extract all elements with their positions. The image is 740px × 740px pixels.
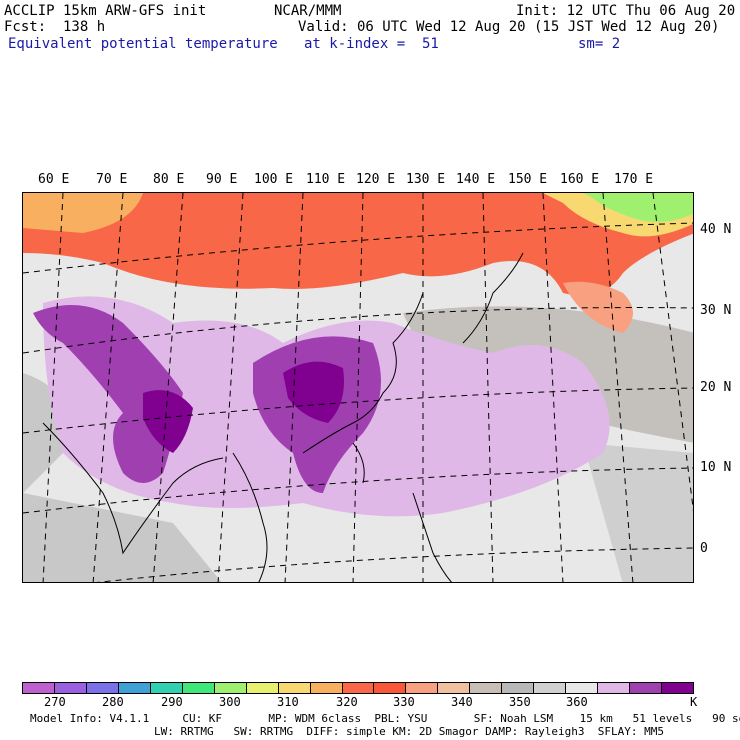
longitude-label: 120 E xyxy=(356,172,396,187)
colorbar-swatch xyxy=(86,683,119,693)
colorbar-swatch xyxy=(662,683,694,693)
colorbar xyxy=(22,682,694,694)
colorbar-swatch xyxy=(470,683,503,693)
map-panel xyxy=(22,192,694,583)
longitude-label: 150 E xyxy=(508,172,548,187)
longitude-label: 160 E xyxy=(560,172,600,187)
colorbar-swatch xyxy=(534,683,567,693)
colorbar-swatch xyxy=(54,683,87,693)
colorbar-swatch xyxy=(566,683,599,693)
latitude-label: 30 N xyxy=(700,303,732,318)
colorbar-unit: K xyxy=(690,695,698,709)
colorbar-swatch xyxy=(406,683,439,693)
longitude-label: 130 E xyxy=(406,172,446,187)
init-time: Init: 12 UTC Thu 06 Aug 20 xyxy=(516,3,736,19)
longitude-label: 90 E xyxy=(206,172,238,187)
colorbar-swatch xyxy=(374,683,407,693)
longitude-label: 170 E xyxy=(614,172,654,187)
forecast-hour: Fcst: 138 h xyxy=(4,19,106,35)
colorbar-swatch xyxy=(598,683,631,693)
deep-purple-india xyxy=(143,390,193,453)
field-name: Equivalent potential temperature xyxy=(8,36,278,52)
colorbar-label: 340 xyxy=(451,695,473,709)
latitude-label: 20 N xyxy=(700,380,732,395)
colorbar-swatch xyxy=(182,683,215,693)
smoothing: sm= 2 xyxy=(578,36,621,52)
colorbar-swatch xyxy=(502,683,535,693)
colorbar-swatch xyxy=(310,683,343,693)
colorbar-swatch xyxy=(630,683,663,693)
colorbar-swatch xyxy=(342,683,375,693)
grey-region-east xyxy=(583,443,693,582)
level-index: at k-index = 51 xyxy=(304,36,439,52)
longitude-label: 140 E xyxy=(456,172,496,187)
longitude-label: 100 E xyxy=(254,172,294,187)
graticule xyxy=(23,193,693,582)
grey-region-southwest xyxy=(23,493,222,582)
colorbar-swatch xyxy=(118,683,151,693)
colorbar-label: 360 xyxy=(566,695,588,709)
colorbar-swatch xyxy=(23,683,55,693)
colorbar-swatch xyxy=(278,683,311,693)
colorbar-label: 290 xyxy=(161,695,183,709)
latitude-label: 10 N xyxy=(700,460,732,475)
footer-model-info: Model Info: V4.1.1 CU: KF MP: WDM 6class… xyxy=(30,712,740,725)
footer-physics-info: LW: RRTMG SW: RRTMG DIFF: simple KM: 2D … xyxy=(154,725,664,738)
longitude-label: 70 E xyxy=(96,172,128,187)
deep-purple-china xyxy=(283,361,344,423)
colorbar-label: 280 xyxy=(102,695,124,709)
colorbar-label: 350 xyxy=(509,695,531,709)
colorbar-label: 330 xyxy=(393,695,415,709)
longitude-label: 80 E xyxy=(153,172,185,187)
warm-patch-nw xyxy=(23,193,143,233)
colorbar-label: 270 xyxy=(44,695,66,709)
valid-time: Valid: 06 UTC Wed 12 Aug 20 (15 JST Wed … xyxy=(298,19,720,35)
colorbar-label: 310 xyxy=(277,695,299,709)
coastlines xyxy=(42,252,524,582)
purple-region-india xyxy=(33,305,183,483)
colorbar-swatch xyxy=(246,683,279,693)
center-label: NCAR/MMM xyxy=(274,3,342,19)
colorbar-label: 300 xyxy=(219,695,241,709)
latitude-label: 40 N xyxy=(700,222,732,237)
latitude-label: 0 xyxy=(700,541,708,556)
longitude-label: 60 E xyxy=(38,172,70,187)
colorbar-swatch xyxy=(214,683,247,693)
warm-patch-ne-green xyxy=(583,193,693,222)
colorbar-swatch xyxy=(438,683,471,693)
colorbar-label: 320 xyxy=(336,695,358,709)
model-title: ACCLIP 15km ARW-GFS init xyxy=(4,3,207,19)
colorbar-swatch xyxy=(150,683,183,693)
longitude-label: 110 E xyxy=(306,172,346,187)
map-plot xyxy=(23,193,693,582)
warm-band-north xyxy=(23,193,693,296)
